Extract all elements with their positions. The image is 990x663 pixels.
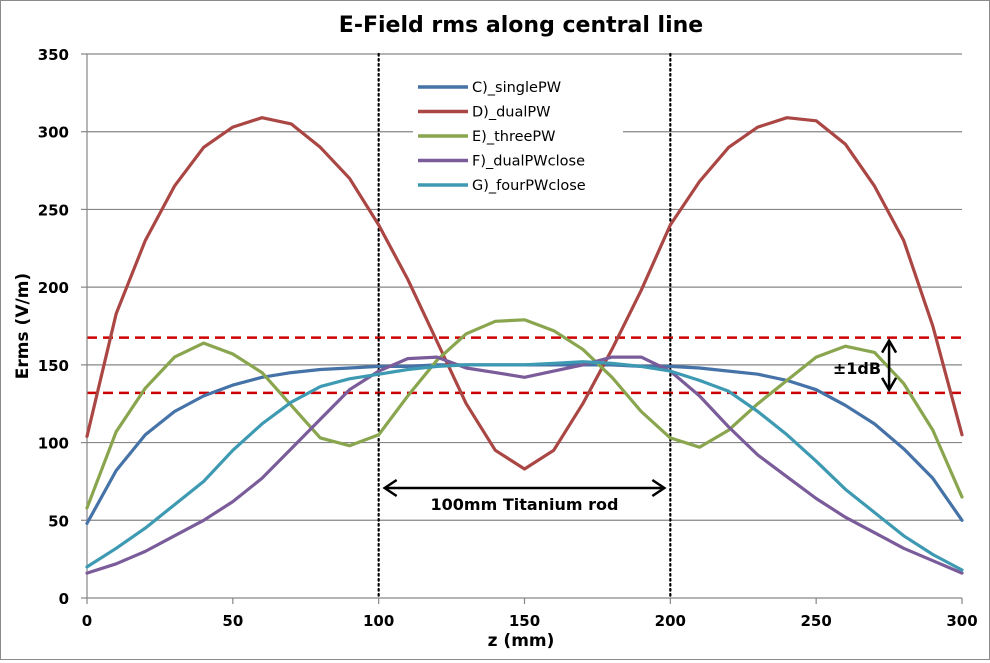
x-axis-label: z (mm) <box>488 631 555 651</box>
legend-entry-label: G)_fourPWclose <box>472 178 586 194</box>
y-tick-label: 100 <box>38 435 69 453</box>
x-tick-label: 150 <box>509 612 540 630</box>
y-tick-label: 350 <box>38 46 69 64</box>
x-tick-label: 0 <box>82 612 92 630</box>
y-tick-label: 200 <box>38 279 69 297</box>
x-tick-label: 300 <box>946 612 977 630</box>
series-line-d-dualpw <box>85 116 964 471</box>
reference-lines <box>87 336 962 395</box>
chart-title: E-Field rms along central line <box>339 13 703 38</box>
x-tick-label: 50 <box>222 612 243 630</box>
legend-background <box>413 76 623 201</box>
db-arrow-up-head-icon <box>881 338 898 354</box>
series-line-f-dualpwclose <box>85 355 964 575</box>
legend: C)_singlePW D)_dualPW E)_threePW F)_dualPWc… <box>413 76 623 201</box>
axes <box>81 53 963 604</box>
series-line-g-fourpwclose <box>85 360 964 572</box>
series-line-e-threepw <box>85 318 964 510</box>
rod-arrow-left-head-icon <box>382 478 398 498</box>
y-tick-label: 300 <box>38 124 69 142</box>
y-tick-labels: 0 50 100 150 200 250 300 350 <box>38 46 69 608</box>
x-tick-label: 250 <box>801 612 832 630</box>
rod-annotation-label: 100mm Titanium rod <box>431 495 619 514</box>
y-tick-label: 50 <box>48 512 69 530</box>
y-tick-label: 150 <box>38 357 69 375</box>
db-annotation-label: ±1dB <box>833 359 881 378</box>
y-tick-label: 250 <box>38 201 69 219</box>
x-tick-label: 200 <box>655 612 686 630</box>
vertical-markers <box>377 52 672 600</box>
legend-entry-label: C)_singlePW <box>472 80 561 96</box>
legend-entry-label: D)_dualPW <box>472 105 550 121</box>
db-arrow-down-head-icon <box>881 377 898 393</box>
x-tick-label: 100 <box>363 612 394 630</box>
y-tick-label: 0 <box>59 590 69 608</box>
x-tick-labels: 0 50 100 150 200 250 300 <box>82 612 978 630</box>
rod-arrow-right-head-icon <box>651 478 667 498</box>
legend-entry-label: E)_threePW <box>472 129 556 145</box>
annotations: 100mm Titanium rod ±1dB <box>382 338 898 514</box>
legend-entry-label: F)_dualPWclose <box>472 154 585 170</box>
y-axis-label: Erms (V/m) <box>13 273 33 379</box>
series-lines <box>85 116 964 575</box>
